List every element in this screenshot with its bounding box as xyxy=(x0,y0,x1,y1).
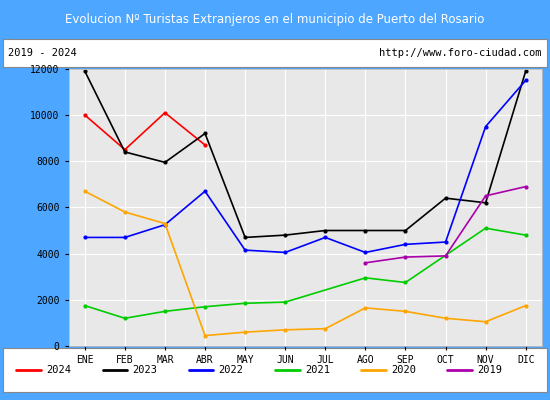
Text: 2023: 2023 xyxy=(133,365,157,375)
Text: 2024: 2024 xyxy=(46,365,72,375)
Text: 2021: 2021 xyxy=(305,365,330,375)
Text: 2022: 2022 xyxy=(219,365,244,375)
Text: 2020: 2020 xyxy=(391,365,416,375)
Text: Evolucion Nº Turistas Extranjeros en el municipio de Puerto del Rosario: Evolucion Nº Turistas Extranjeros en el … xyxy=(65,14,485,26)
Text: http://www.foro-ciudad.com: http://www.foro-ciudad.com xyxy=(379,48,542,58)
Text: 2019: 2019 xyxy=(477,365,502,375)
Text: 2019 - 2024: 2019 - 2024 xyxy=(8,48,77,58)
